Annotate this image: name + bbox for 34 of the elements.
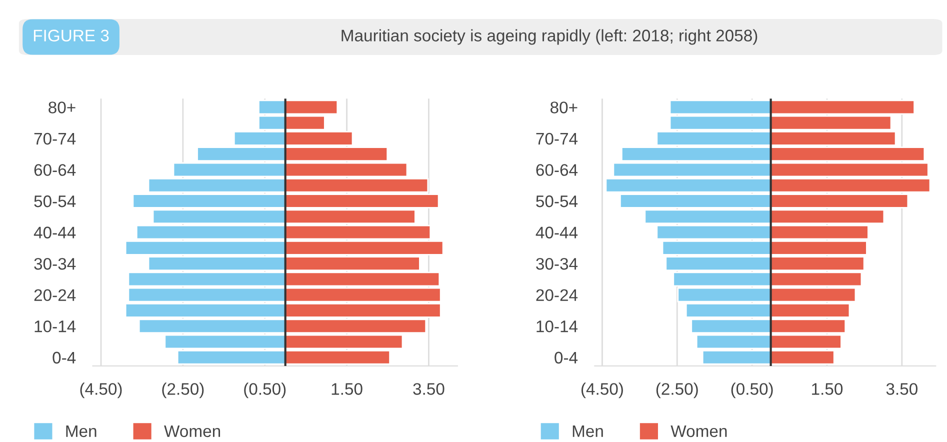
y-tick-label: 10-14 bbox=[34, 320, 76, 332]
y-tick-label: 0-4 bbox=[52, 352, 76, 364]
legend-label: Women bbox=[164, 425, 220, 438]
x-tick-label: 1.50 bbox=[812, 383, 843, 395]
legend-label: Men bbox=[66, 425, 96, 438]
x-tick-label: 3.50 bbox=[886, 383, 918, 395]
y-tick-label: 80+ bbox=[48, 102, 76, 114]
x-tick-label: (4.50) bbox=[581, 382, 623, 398]
text: Mauritian society is ageing rapidly (left: 2018; right 2058) bbox=[342, 29, 758, 45]
y-tick-label: 30-34 bbox=[536, 258, 578, 270]
y-tick-label: 60-64 bbox=[34, 164, 76, 176]
y-tick-label: 70-74 bbox=[536, 132, 578, 145]
y-tick-label: 20-24 bbox=[34, 289, 76, 302]
caption: FIGURE 3 bbox=[34, 30, 109, 42]
x-tick-label: (0.50) bbox=[244, 382, 286, 398]
x-tick-label: 3.50 bbox=[413, 383, 444, 395]
y-tick-label: 50-54 bbox=[34, 195, 76, 208]
y-tick-label: 50-54 bbox=[536, 195, 578, 208]
y-tick-label: 70-74 bbox=[34, 132, 76, 145]
x-tick-label: (2.50) bbox=[162, 382, 204, 398]
x-tick-label: (4.50) bbox=[80, 382, 122, 398]
y-tick-label: 60-64 bbox=[536, 164, 578, 176]
legend-label: Women bbox=[670, 425, 727, 438]
y-tick-label: 20-24 bbox=[536, 289, 578, 302]
y-tick-label: 80+ bbox=[550, 102, 578, 114]
y-tick-label: 40-44 bbox=[536, 226, 578, 238]
legend-label: Men bbox=[572, 425, 603, 438]
x-tick-label: (0.50) bbox=[731, 382, 773, 398]
y-tick-label: 30-34 bbox=[34, 258, 76, 270]
x-tick-label: 1.50 bbox=[332, 383, 362, 395]
y-tick-label: 40-44 bbox=[34, 226, 76, 238]
x-tick-label: (2.50) bbox=[656, 382, 698, 398]
y-tick-label: 10-14 bbox=[536, 320, 578, 332]
y-tick-label: 0-4 bbox=[554, 352, 578, 364]
